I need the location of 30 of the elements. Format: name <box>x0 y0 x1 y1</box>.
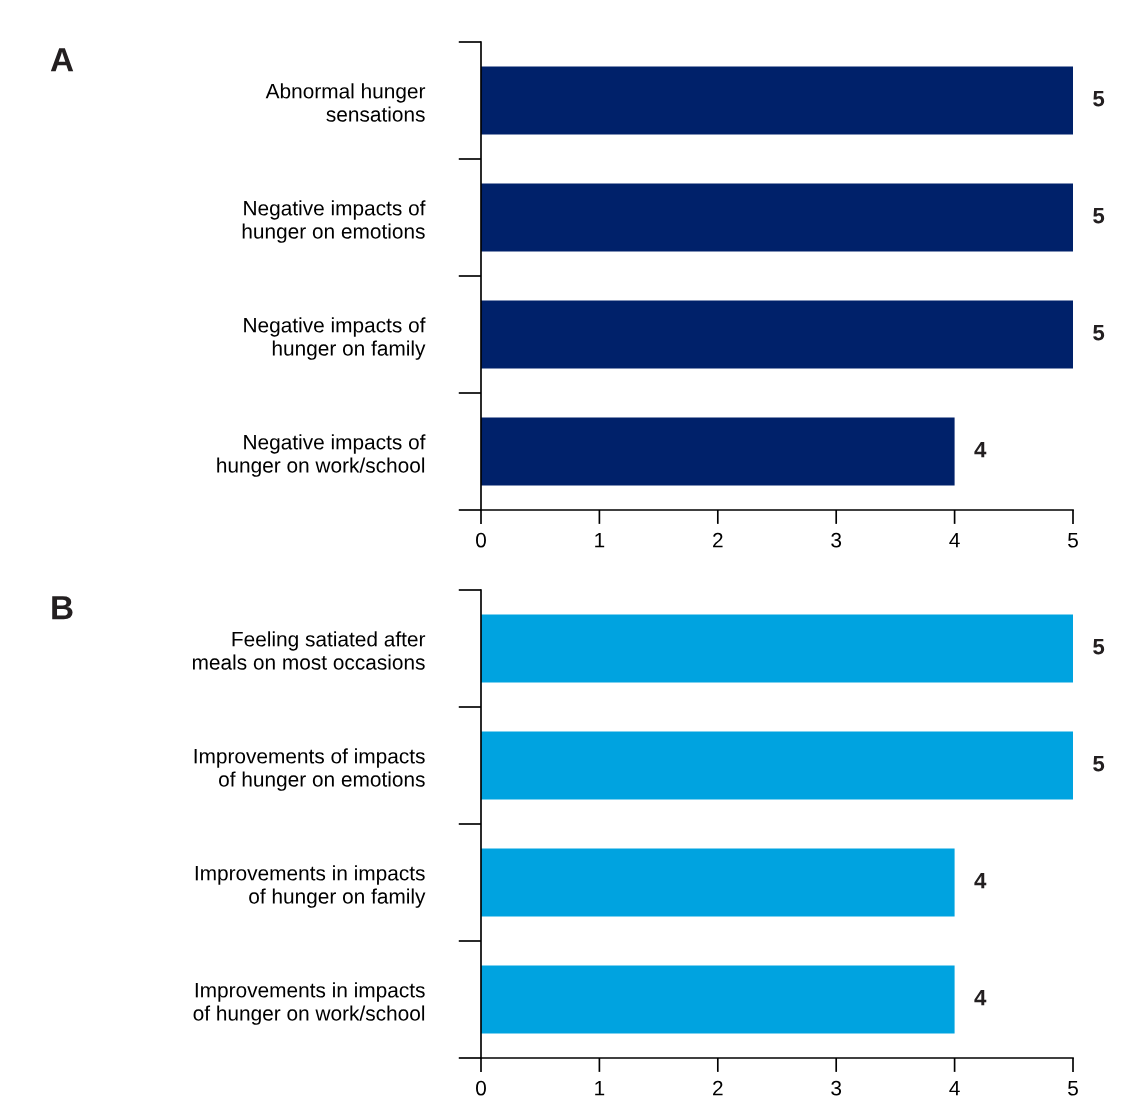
y-tick-label: Abnormal hunger sensations <box>265 83 426 122</box>
data-label: 4 <box>974 441 987 458</box>
x-tick-label: 5 <box>1068 1080 1078 1096</box>
x-tick-label: 4 <box>949 532 960 548</box>
x-tick-label: 4 <box>949 1080 960 1096</box>
x-tick-label: 0 <box>476 1080 486 1096</box>
x-tick-label: 2 <box>713 532 723 548</box>
data-label: 5 <box>1093 90 1105 107</box>
data-label: 4 <box>974 872 987 889</box>
data-label: 5 <box>1093 324 1105 341</box>
data-label: 5 <box>1093 638 1105 655</box>
y-tick-label: Negative impacts of hunger on family <box>244 317 426 360</box>
y-tick-label: Improvements in impacts of hunger on work/school <box>193 982 425 1025</box>
y-tick-label: Negative impacts of hunger on emotions <box>242 200 426 243</box>
x-tick-label: 5 <box>1068 532 1078 548</box>
text: A <box>50 48 74 72</box>
y-tick-label: Feeling satiated after meals on most occasions <box>192 631 426 670</box>
data-label: 5 <box>1093 207 1105 224</box>
x-tick-label: 2 <box>713 1080 723 1096</box>
y-tick-label: Improvements of impacts of hunger on emotions <box>194 748 425 791</box>
x-tick-label: 1 <box>595 532 605 548</box>
data-label: 5 <box>1093 755 1105 772</box>
x-tick-label: 0 <box>476 532 486 548</box>
x-tick-label: 3 <box>831 532 842 548</box>
x-tick-label: 1 <box>595 1080 605 1096</box>
text: B <box>52 596 73 620</box>
y-tick-label: Improvements in impacts of hunger on family <box>195 865 426 908</box>
data-label: 4 <box>974 989 987 1006</box>
x-tick-label: 3 <box>831 1080 842 1096</box>
y-tick-label: Negative impacts of hunger on work/school <box>217 434 426 477</box>
